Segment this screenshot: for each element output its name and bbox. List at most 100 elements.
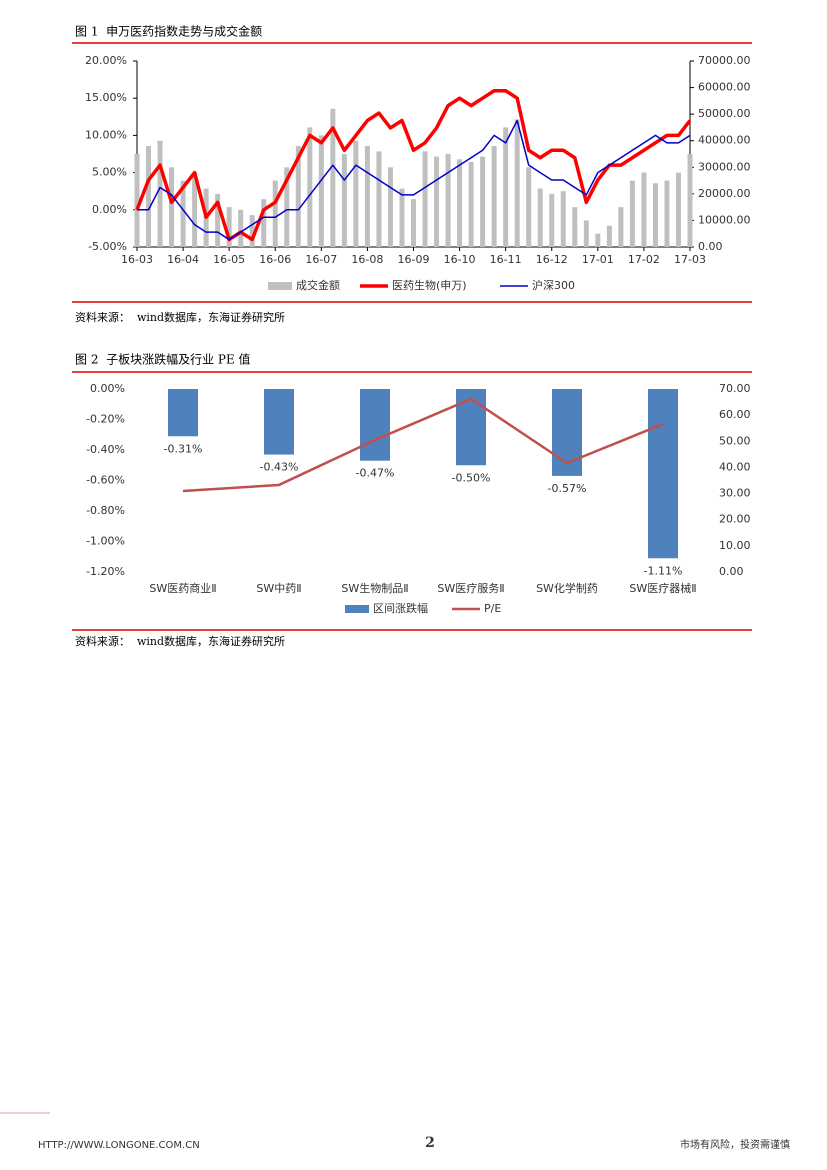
- data-label: -0.47%: [356, 467, 395, 480]
- source-note: 资料来源： wind数据库，东海证券研究所: [75, 634, 285, 648]
- bar: [526, 167, 532, 247]
- y2-tick-label: 0.00: [698, 240, 723, 253]
- x-tick-label: 17-02: [628, 253, 660, 266]
- x-tick-label: 16-12: [536, 253, 568, 266]
- x-tick-label: SW化学制药: [536, 581, 598, 595]
- y2-tick-label: 30000.00: [698, 160, 751, 173]
- y-tick-label: 0.00%: [90, 382, 125, 395]
- bar: [503, 127, 509, 247]
- y2-tick-label: 60000.00: [698, 81, 751, 94]
- y-tick-label: 5.00%: [92, 166, 127, 179]
- bar: [641, 172, 647, 247]
- x-tick-label: 16-03: [121, 253, 153, 266]
- y-tick-label: 10.00%: [85, 128, 127, 141]
- x-tick-label: 17-01: [582, 253, 614, 266]
- y-tick-label: -5.00%: [88, 240, 127, 253]
- bar: [606, 225, 612, 247]
- y2-tick-label: 70.00: [719, 382, 751, 395]
- x-tick-label: 16-05: [213, 253, 245, 266]
- y2-tick-label: 50.00: [719, 434, 751, 447]
- data-label: -0.43%: [260, 461, 299, 474]
- data-label: -0.50%: [452, 471, 491, 484]
- y-tick-label: -0.40%: [86, 443, 125, 456]
- bar: [664, 180, 670, 247]
- bar: [295, 146, 301, 247]
- bar: [411, 199, 416, 247]
- bar: [399, 188, 405, 247]
- bar: [330, 108, 336, 247]
- bar: [560, 191, 566, 247]
- bar: [552, 389, 582, 476]
- bar: [353, 140, 359, 247]
- bar: [687, 154, 693, 247]
- y-tick-label: -1.00%: [86, 535, 125, 548]
- bar: [583, 220, 589, 247]
- line: [137, 119, 691, 241]
- bar: [341, 154, 347, 247]
- bar: [307, 127, 313, 247]
- figure-caption: 图 1 申万医药指数走势与成交金额: [75, 24, 262, 39]
- bar: [249, 215, 255, 247]
- x-tick-label: SW中药Ⅱ: [256, 582, 301, 595]
- legend-swatch: [345, 605, 369, 613]
- bar: [146, 146, 152, 247]
- y2-tick-label: 30.00: [719, 487, 751, 500]
- x-tick-label: SW医疗器械Ⅱ: [629, 581, 696, 595]
- x-tick-label: 16-10: [444, 253, 476, 266]
- bar: [572, 207, 578, 247]
- bar: [157, 140, 163, 247]
- y-tick-label: 20.00%: [85, 54, 127, 67]
- bar: [238, 209, 244, 247]
- x-tick-label: SW医药商业Ⅱ: [149, 581, 216, 595]
- y2-tick-label: 50000.00: [698, 107, 751, 120]
- data-label: -1.11%: [644, 564, 683, 577]
- bar: [192, 172, 198, 247]
- bar: [457, 159, 463, 247]
- legend-label: 成交金额: [296, 278, 340, 292]
- bar: [549, 193, 555, 247]
- x-tick-label: 16-11: [490, 253, 522, 266]
- y2-tick-label: 60.00: [719, 408, 751, 421]
- bar: [422, 151, 428, 247]
- bar: [618, 207, 624, 247]
- y2-tick-label: 20.00: [719, 513, 751, 526]
- y-tick-label: 15.00%: [85, 91, 127, 104]
- y2-tick-label: 0.00: [719, 565, 744, 578]
- x-tick-label: SW生物制品Ⅱ: [341, 581, 408, 595]
- bar: [652, 183, 658, 247]
- bar: [629, 180, 635, 247]
- x-tick-label: 16-09: [398, 253, 430, 266]
- bar: [434, 156, 440, 247]
- data-label: -0.57%: [548, 482, 587, 495]
- footer-url: HTTP://WWW.LONGONE.COM.CN: [38, 1140, 200, 1151]
- x-tick-label: 16-06: [259, 253, 291, 266]
- bar: [134, 154, 140, 247]
- bar: [376, 151, 382, 247]
- y-tick-label: -0.80%: [86, 504, 125, 517]
- bar: [168, 389, 198, 437]
- footer-disclaimer: 市场有风险，投资需谨慎: [680, 1138, 790, 1151]
- bar: [514, 119, 520, 247]
- x-tick-label: SW医疗服务Ⅱ: [437, 581, 504, 595]
- y-tick-label: -1.20%: [86, 565, 125, 578]
- line: [182, 397, 664, 493]
- bar: [264, 389, 294, 455]
- figure-caption: 图 2 子板块涨跌幅及行业 PE 值: [75, 352, 251, 367]
- legend-label: P/E: [484, 602, 501, 615]
- legend-label: 沪深300: [532, 278, 575, 292]
- bar: [215, 193, 221, 247]
- bar: [456, 389, 486, 466]
- bar: [226, 207, 232, 247]
- page-number: 2: [425, 1135, 435, 1151]
- legend-label: 医药生物(申万): [392, 278, 467, 292]
- x-tick-label: 17-03: [674, 253, 706, 266]
- y2-tick-label: 70000.00: [698, 54, 751, 67]
- bar: [445, 154, 451, 247]
- y-tick-label: -0.60%: [86, 474, 125, 487]
- y-tick-label: -0.20%: [86, 413, 125, 426]
- y-tick-label: 0.00%: [92, 203, 127, 216]
- bar: [169, 167, 175, 247]
- legend-label: 区间涨跌幅: [373, 601, 428, 615]
- bar: [675, 172, 681, 247]
